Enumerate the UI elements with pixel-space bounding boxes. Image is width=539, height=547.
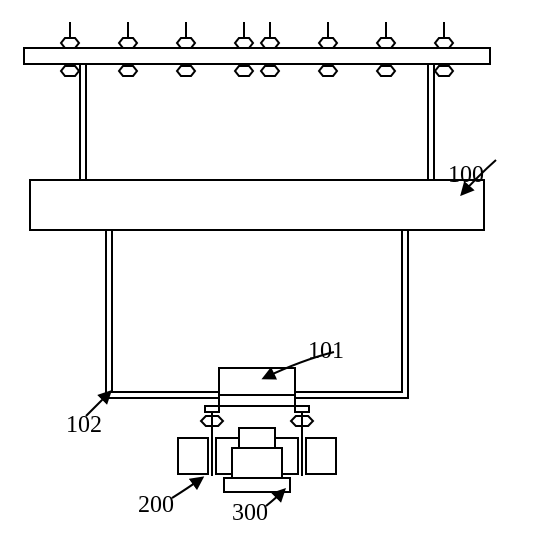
center-stack-bottom xyxy=(224,478,290,492)
label-102-label: 102 xyxy=(66,412,102,438)
nut-icon xyxy=(319,66,337,76)
nut-icon xyxy=(377,66,395,76)
nut-icon xyxy=(61,66,79,76)
label-100-label: 100 xyxy=(448,162,484,188)
nut-icon xyxy=(319,38,337,48)
center-stack-top xyxy=(239,428,275,448)
nut-icon xyxy=(261,66,279,76)
nut-icon xyxy=(119,66,137,76)
nut-icon xyxy=(235,66,253,76)
diagram-svg: 100 101 102 200 300 xyxy=(0,0,539,547)
box-left-a xyxy=(178,438,208,474)
box-right-b xyxy=(306,438,336,474)
nut-icon xyxy=(177,66,195,76)
block-101 xyxy=(219,368,295,406)
nut-icon xyxy=(177,38,195,48)
rod-cap-right xyxy=(295,406,309,412)
rod-cap-left xyxy=(205,406,219,412)
nut-icon xyxy=(377,38,395,48)
nut-icon xyxy=(435,38,453,48)
label-200-leader xyxy=(172,478,202,498)
label-300-label: 300 xyxy=(232,500,268,526)
label-200-label: 200 xyxy=(138,492,174,518)
nut-icon xyxy=(61,38,79,48)
center-stack-mid xyxy=(232,448,282,478)
label-101-label: 101 xyxy=(308,338,344,364)
top-plate xyxy=(24,48,490,64)
upper-plate xyxy=(30,180,484,230)
nut-icon xyxy=(119,38,137,48)
nut-icon xyxy=(435,66,453,76)
nut-icon xyxy=(235,38,253,48)
nut-icon xyxy=(261,38,279,48)
